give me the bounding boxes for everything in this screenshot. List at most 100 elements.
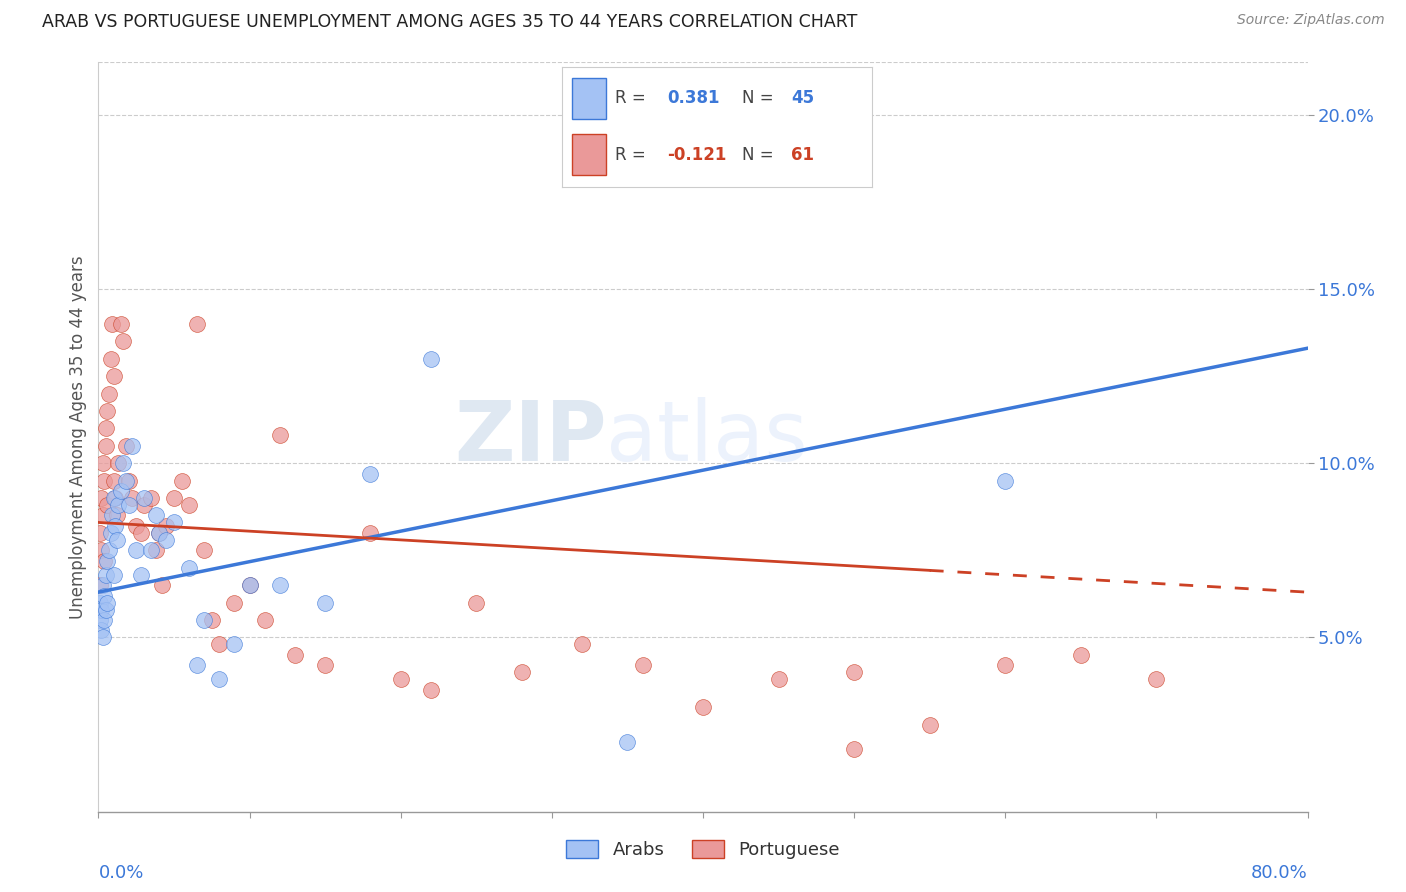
Point <box>91 508 114 523</box>
Point <box>239 578 262 592</box>
Point <box>98 386 121 401</box>
Point <box>155 533 177 547</box>
Point <box>125 519 148 533</box>
Point <box>193 543 215 558</box>
Text: R =: R = <box>614 89 651 107</box>
Point <box>1070 648 1092 662</box>
Point <box>179 561 201 575</box>
Point <box>90 624 112 638</box>
Point <box>103 491 125 505</box>
Point <box>163 516 186 530</box>
Point <box>1144 673 1167 687</box>
Point <box>141 491 163 505</box>
Point <box>114 439 136 453</box>
Point <box>239 578 262 592</box>
Point <box>103 567 125 582</box>
Point <box>314 658 336 673</box>
Point <box>155 519 177 533</box>
Point <box>118 498 141 512</box>
Point <box>121 439 143 453</box>
Point <box>571 637 593 651</box>
Point <box>844 742 866 756</box>
Point <box>93 554 115 568</box>
Point <box>90 602 112 616</box>
Point <box>90 543 112 558</box>
Point <box>107 498 129 512</box>
Point <box>94 439 117 453</box>
Point <box>110 317 132 331</box>
Point <box>145 508 167 523</box>
Point <box>118 474 141 488</box>
Point <box>360 467 382 481</box>
Point <box>186 317 208 331</box>
Point <box>253 613 276 627</box>
Point <box>101 317 124 331</box>
Point <box>89 525 111 540</box>
Text: R =: R = <box>614 145 651 164</box>
FancyBboxPatch shape <box>572 135 606 175</box>
Point <box>284 648 307 662</box>
Point <box>163 491 186 505</box>
Point <box>994 658 1017 673</box>
Point <box>100 525 122 540</box>
Point <box>89 578 111 592</box>
Point <box>90 491 112 505</box>
Point <box>93 474 115 488</box>
Point <box>269 578 291 592</box>
Point <box>111 334 134 349</box>
Point <box>91 631 114 645</box>
Point <box>186 658 208 673</box>
Point <box>224 637 246 651</box>
Point <box>132 498 155 512</box>
Point <box>125 543 148 558</box>
Point <box>107 456 129 470</box>
Point <box>148 525 170 540</box>
Point <box>510 665 533 680</box>
Point <box>420 682 443 697</box>
Y-axis label: Unemployment Among Ages 35 to 44 years: Unemployment Among Ages 35 to 44 years <box>69 255 87 619</box>
Point <box>768 673 790 687</box>
Point <box>98 543 121 558</box>
Point <box>465 596 488 610</box>
Legend: Arabs, Portuguese: Arabs, Portuguese <box>558 832 848 866</box>
Point <box>269 428 291 442</box>
Point <box>145 543 167 558</box>
Point <box>148 525 170 540</box>
Point <box>994 474 1017 488</box>
Point <box>141 543 163 558</box>
Point <box>103 369 125 384</box>
Point <box>89 613 111 627</box>
Point <box>104 491 127 505</box>
Point <box>96 498 118 512</box>
Text: 45: 45 <box>792 89 814 107</box>
FancyBboxPatch shape <box>572 78 606 119</box>
Point <box>692 700 714 714</box>
Point <box>89 596 111 610</box>
Point <box>208 673 231 687</box>
Point <box>844 665 866 680</box>
Text: Source: ZipAtlas.com: Source: ZipAtlas.com <box>1237 13 1385 28</box>
Point <box>918 717 941 731</box>
Point <box>91 456 114 470</box>
Point <box>360 525 382 540</box>
Point <box>170 474 193 488</box>
Point <box>389 673 412 687</box>
Point <box>121 491 143 505</box>
Point <box>103 474 125 488</box>
Text: 61: 61 <box>792 145 814 164</box>
Point <box>193 613 215 627</box>
Point <box>94 567 117 582</box>
Text: 0.0%: 0.0% <box>98 864 143 882</box>
Text: -0.121: -0.121 <box>668 145 727 164</box>
Text: ZIP: ZIP <box>454 397 606 477</box>
Point <box>420 351 443 366</box>
Point <box>208 637 231 651</box>
Point <box>93 589 115 603</box>
Text: 0.381: 0.381 <box>668 89 720 107</box>
Point <box>129 567 152 582</box>
Point <box>150 578 173 592</box>
Point <box>104 519 127 533</box>
Point <box>616 735 638 749</box>
Point <box>93 613 115 627</box>
Point <box>105 533 128 547</box>
